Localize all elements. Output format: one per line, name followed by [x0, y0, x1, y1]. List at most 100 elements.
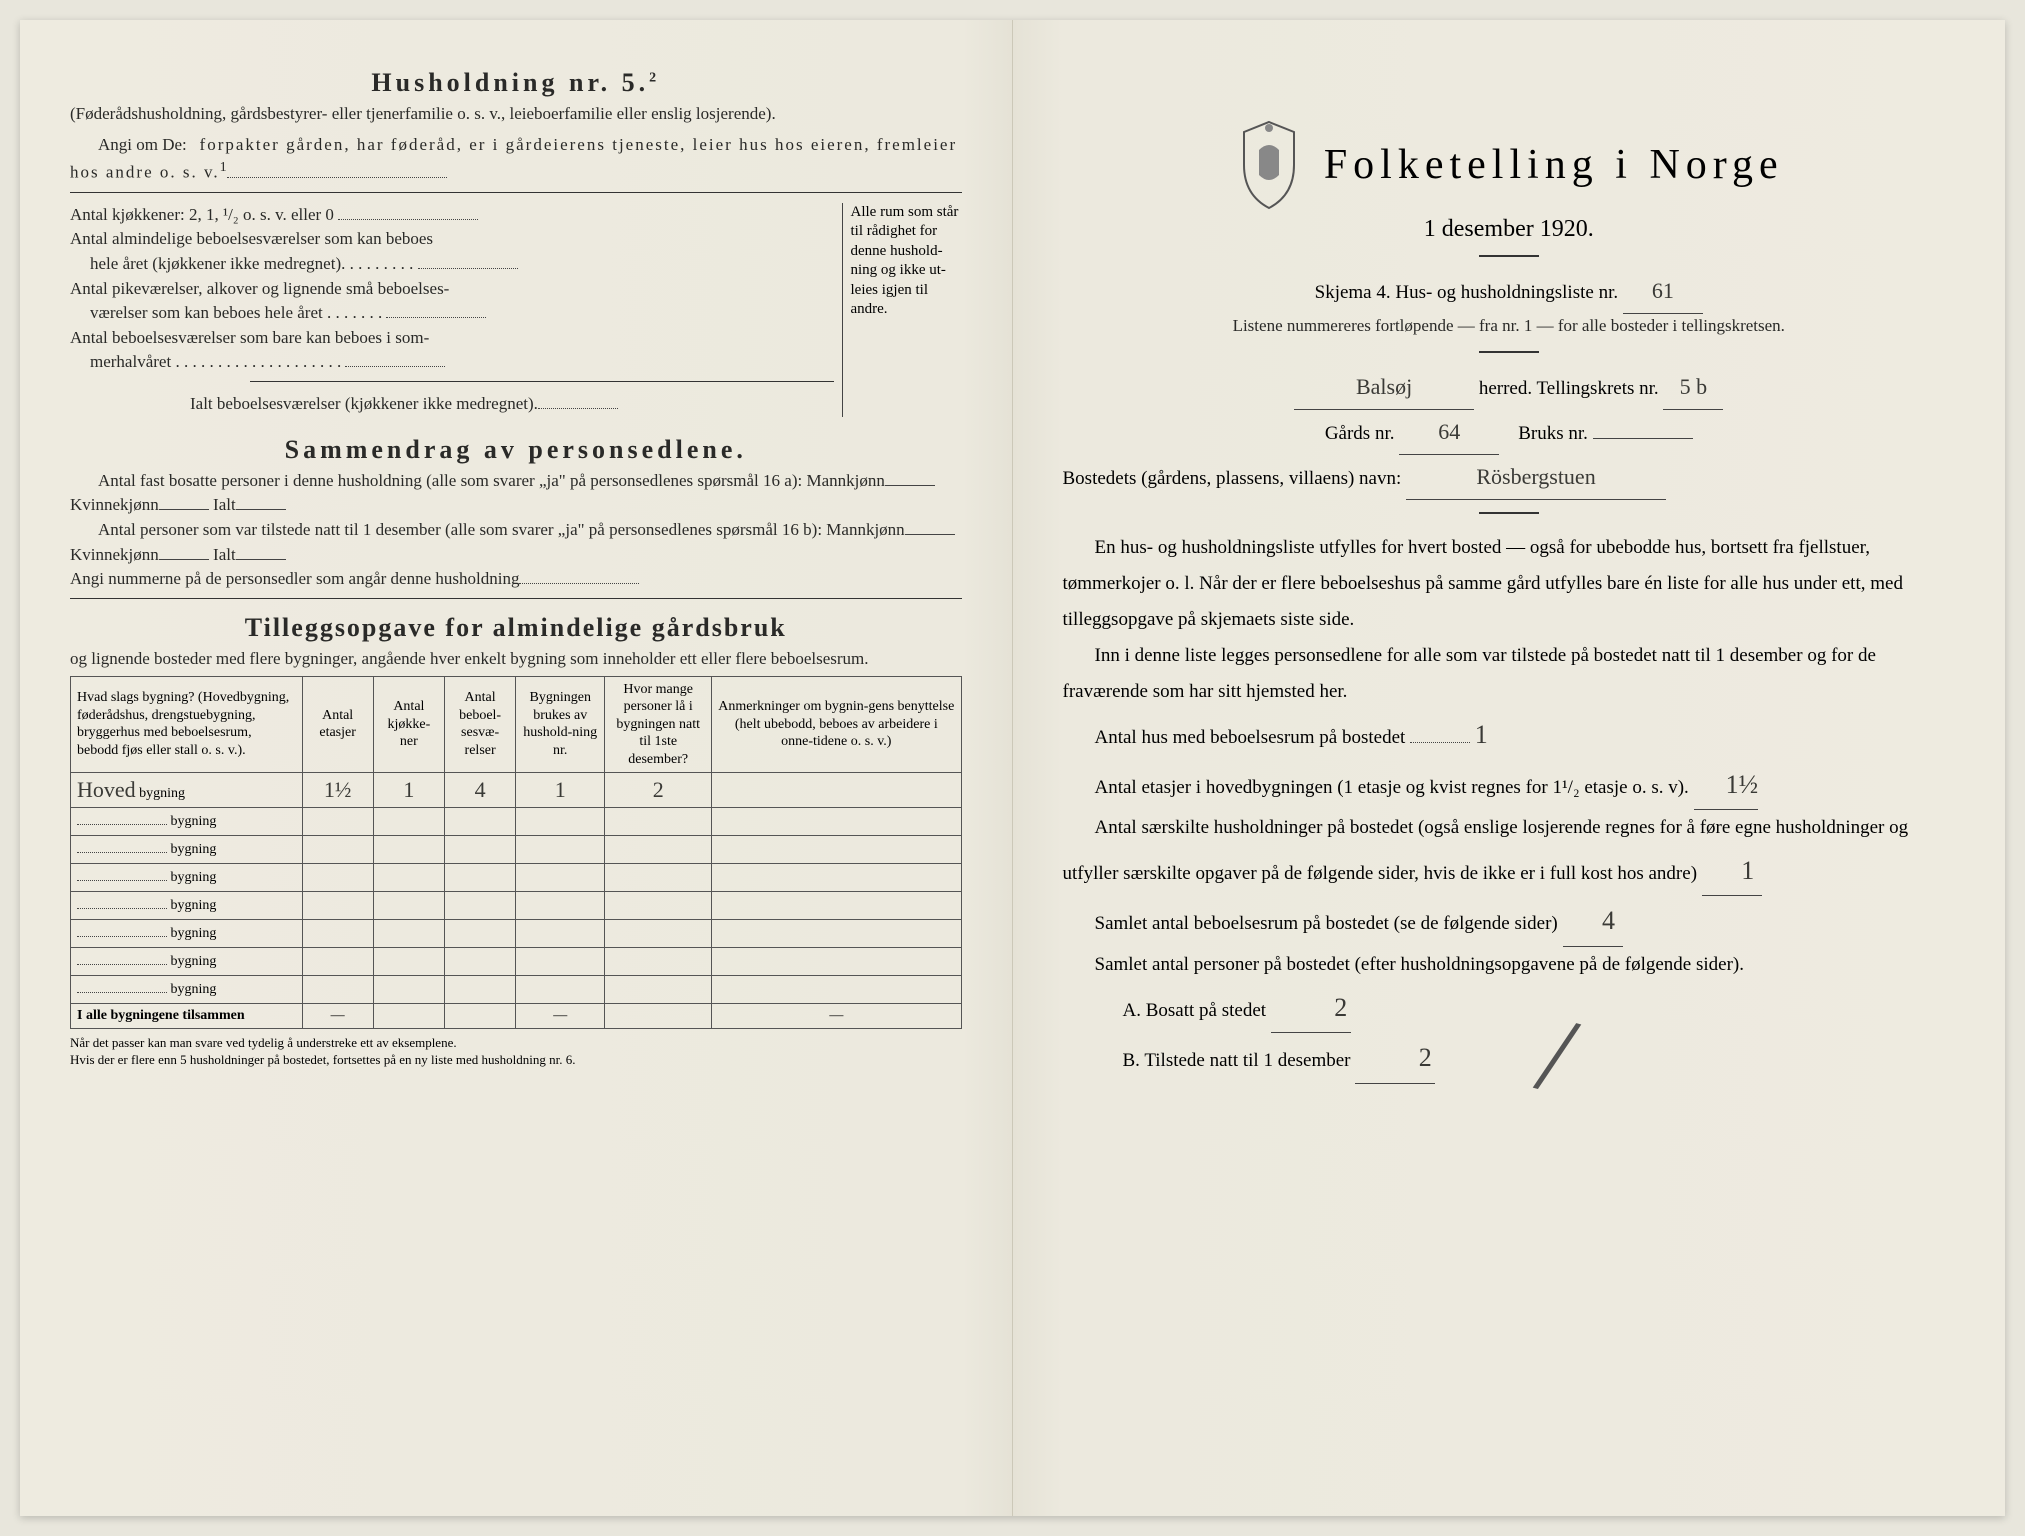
table-row: bygning	[71, 920, 962, 948]
divider-1	[1479, 255, 1539, 257]
gards-table: Hvad slags bygning? (Hovedbygning, føder…	[70, 676, 962, 1030]
th-6: Anmerkninger om bygnin-gens benyttelse (…	[712, 676, 961, 773]
right-header: Folketelling i Norge 1 desember 1920.	[1063, 120, 1956, 257]
sam-k2	[159, 559, 209, 560]
k2-blank	[418, 268, 518, 269]
total-label: I alle bygningene tilsammen	[71, 1004, 303, 1029]
q2: Antal etasjer i hovedbygningen (1 etasje…	[1063, 760, 1956, 810]
angi-line: Angi om De: forpakter gården, har føderå…	[70, 133, 962, 186]
k-line1: Antal kjøkkener: 2, 1, ¹/₂ o. s. v. elle…	[70, 203, 834, 228]
k3-blank	[386, 317, 486, 318]
empty-name	[77, 880, 167, 881]
bruks-label: Bruks nr.	[1518, 423, 1588, 444]
q1-label: Antal hus med beboelsesrum på bostedet	[1095, 727, 1406, 748]
total-5	[605, 1004, 712, 1029]
sam-p1a: Antal fast bosatte personer i denne hush…	[98, 471, 885, 490]
k-line3b: værelser som kan beboes hele året . . . …	[70, 301, 834, 326]
bosted-line: Bostedets (gårdens, plassens, villaens) …	[1063, 455, 1956, 500]
kitchens-block: Antal kjøkkener: 2, 1, ¹/₂ o. s. v. elle…	[70, 203, 962, 417]
empty-name	[77, 964, 167, 965]
listene: Listene nummereres fortløpende — fra nr.…	[1063, 314, 1956, 339]
q3-val: 1	[1702, 846, 1762, 896]
sam-kv2: Kvinnekjønn	[70, 545, 159, 564]
qA: A. Bosatt på stedet 2 /	[1063, 983, 1956, 1033]
brace-text: Alle rum som står til rådighet for denne…	[851, 204, 959, 318]
skjema-val: 61	[1623, 269, 1703, 314]
bosted-val: Rösbergstuen	[1406, 455, 1666, 500]
angi-text: forpakter gården, har føderåd, er i gård…	[70, 135, 957, 182]
footnote: Når det passer kan man svare ved tydelig…	[70, 1035, 962, 1069]
skjema-label: Skjema 4. Hus- og husholdningsliste nr.	[1315, 282, 1618, 303]
crest-icon	[1234, 120, 1304, 210]
gards-label: Gårds nr.	[1325, 423, 1395, 444]
sam-num-blank	[519, 583, 639, 584]
k-total-text: Ialt beboelsesværelser (kjøkkener ikke m…	[190, 394, 538, 413]
h5-sup: 2	[649, 70, 660, 85]
row1-etasjer: 1½	[302, 773, 373, 808]
table-header-row: Hvad slags bygning? (Hovedbygning, føder…	[71, 676, 962, 773]
sam-i1	[236, 509, 286, 510]
total-1: —	[302, 1004, 373, 1029]
total-2	[373, 1004, 444, 1029]
qB-val: 2	[1355, 1033, 1435, 1083]
row1-kjokken: 1	[373, 773, 444, 808]
q3: Antal særskilte husholdninger på bostede…	[1063, 810, 1956, 896]
sam-i2	[236, 559, 286, 560]
q1-dots	[1410, 742, 1470, 743]
q3-label: Antal særskilte husholdninger på bostede…	[1063, 817, 1909, 884]
sam-num-text: Angi nummerne på de personsedler som ang…	[70, 569, 519, 588]
empty-name	[77, 824, 167, 825]
kitchens-left: Antal kjøkkener: 2, 1, ¹/₂ o. s. v. elle…	[70, 203, 834, 417]
k1-text: Antal kjøkkener: 2, 1, ¹/₂ o. s. v. elle…	[70, 205, 334, 224]
para1: En hus- og husholdningsliste utfylles fo…	[1063, 530, 1956, 638]
row1-personer: 2	[605, 773, 712, 808]
q4-val: 4	[1563, 896, 1623, 946]
qB-label: B. Tilstede natt til 1 desember	[1123, 1050, 1351, 1071]
q4: Samlet antal beboelsesrum på bostedet (s…	[1063, 896, 1956, 946]
sam-p2a: Antal personer som var tilstede natt til…	[98, 520, 905, 539]
h5-heading: Husholdning nr. 5.2	[70, 68, 962, 98]
gards-line: Gårds nr. 64 Bruks nr.	[1063, 410, 1956, 455]
k4b-text: merhalvåret	[90, 352, 171, 371]
q2-val: 1½	[1694, 760, 1759, 810]
k-line4b: merhalvåret . . . . . . . . . . . . . . …	[70, 350, 834, 375]
sam-ialt2: Ialt	[213, 545, 236, 564]
main-title: Folketelling i Norge	[1324, 141, 1784, 189]
table-row: bygning	[71, 948, 962, 976]
row1-name: Hoved	[77, 777, 136, 802]
q1: Antal hus med beboelsesrum på bostedet 1	[1063, 710, 1956, 759]
h5-title: Husholdning nr. 5.	[371, 68, 649, 97]
empty-name	[77, 852, 167, 853]
angi-label: Angi om De:	[98, 135, 187, 154]
sam-m1	[885, 485, 935, 486]
table-row: bygning	[71, 864, 962, 892]
herred-label: herred. Tellingskrets nr.	[1479, 378, 1659, 399]
document-spread: Husholdning nr. 5.2 (Føderådshusholdning…	[20, 20, 2005, 1516]
q1-val: 1	[1475, 720, 1488, 749]
sam-p1: Antal fast bosatte personer i denne hush…	[70, 469, 962, 518]
sam-k1	[159, 509, 209, 510]
table-row: bygning	[71, 976, 962, 1004]
qA-val: 2	[1271, 983, 1351, 1033]
empty-name	[77, 908, 167, 909]
k-rule	[250, 381, 834, 382]
herred-val: Balsøj	[1294, 365, 1474, 410]
th-5: Hvor mange personer lå i bygningen natt …	[605, 676, 712, 773]
k-line2b: hele året (kjøkkener ikke medregnet). . …	[70, 252, 834, 277]
herred-line: Balsøj herred. Tellingskrets nr. 5 b	[1063, 365, 1956, 410]
rule-1	[70, 192, 962, 193]
kitchens-brace: Alle rum som står til rådighet for denne…	[842, 203, 962, 417]
sam-kv1: Kvinnekjønn	[70, 495, 159, 514]
table-row: bygning	[71, 836, 962, 864]
empty-name	[77, 936, 167, 937]
angi-sup: 1	[220, 159, 227, 175]
k1-blank	[338, 219, 478, 220]
k-line3a: Antal pikeværelser, alkover og lignende …	[70, 277, 834, 302]
q4-label: Samlet antal beboelsesrum på bostedet (s…	[1095, 913, 1558, 934]
bruks-val	[1593, 438, 1693, 439]
left-page: Husholdning nr. 5.2 (Føderådshusholdning…	[20, 20, 1013, 1516]
total-4: —	[516, 1004, 605, 1029]
tillegg-sub: og lignende bosteder med flere bygninger…	[70, 647, 962, 672]
table-row: bygning	[71, 892, 962, 920]
k3b-text: værelser som kan beboes hele året	[90, 303, 323, 322]
